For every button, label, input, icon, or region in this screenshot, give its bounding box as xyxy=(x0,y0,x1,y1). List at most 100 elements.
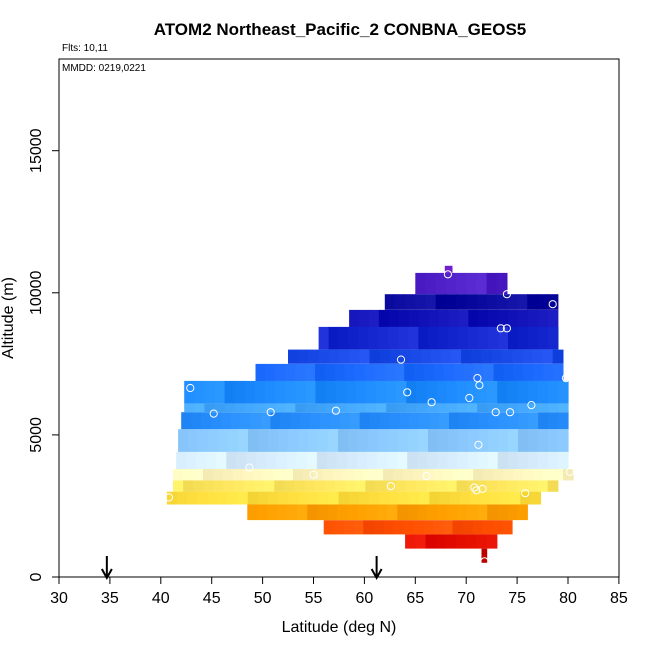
heatmap-cell xyxy=(389,412,400,430)
heatmap-cell xyxy=(537,480,549,492)
heatmap-cell xyxy=(345,380,357,404)
heatmap-cell xyxy=(227,491,239,505)
heatmap-cell xyxy=(437,504,448,521)
heatmap-cell xyxy=(349,349,360,364)
heatmap-cell xyxy=(308,429,319,452)
heatmap-cell xyxy=(443,469,454,481)
heatmap-cell xyxy=(405,534,416,549)
heatmap-cell xyxy=(497,452,509,470)
heatmap-cell xyxy=(473,363,485,381)
heatmap-cell xyxy=(425,534,437,549)
heatmap-cell xyxy=(396,380,407,404)
heatmap-cell xyxy=(435,534,447,549)
heatmap-cell xyxy=(517,504,528,521)
heatmap-cell xyxy=(176,452,187,470)
heatmap-cell xyxy=(436,380,448,404)
heatmap-cell xyxy=(438,309,450,327)
x-tick-label: 75 xyxy=(508,590,526,607)
heatmap-cell xyxy=(275,380,286,404)
heatmap-cell xyxy=(338,491,350,505)
heatmap-cell xyxy=(415,534,427,549)
heatmap-cell xyxy=(403,469,414,481)
heatmap-cell xyxy=(481,548,488,563)
y-tick-label: 15000 xyxy=(28,128,45,173)
heatmap-cell xyxy=(274,480,285,492)
heatmap-cell xyxy=(335,480,346,492)
heatmap-cell xyxy=(527,403,539,413)
heatmap-cell xyxy=(203,480,215,492)
heatmap-cell xyxy=(369,309,380,327)
heatmap-cell xyxy=(424,363,435,381)
heatmap-cell xyxy=(355,403,367,413)
observation-point xyxy=(480,557,489,566)
heatmap-cell xyxy=(388,429,399,452)
heatmap-cell xyxy=(527,326,539,350)
heatmap-cell xyxy=(359,349,371,364)
heatmap-cell xyxy=(327,504,338,521)
heatmap-cell xyxy=(467,504,478,521)
heatmap-cell xyxy=(439,412,450,430)
x-tick-label: 65 xyxy=(406,590,424,607)
heatmap-cell xyxy=(379,412,390,430)
heatmap-cell xyxy=(468,309,479,327)
heatmap-cell xyxy=(194,403,205,413)
heatmap-cell xyxy=(457,452,469,470)
heatmap-cell xyxy=(345,403,357,413)
heatmap-cell xyxy=(247,491,259,505)
heatmap-cell xyxy=(298,429,309,452)
heatmap-cell xyxy=(543,469,554,481)
heatmap-cell xyxy=(358,491,370,505)
heatmap-cell xyxy=(288,429,299,452)
heatmap-cell xyxy=(378,309,390,327)
heatmap-cell xyxy=(243,469,254,481)
heatmap-cell xyxy=(461,349,472,364)
heatmap-cell xyxy=(243,480,255,492)
heatmap-cell xyxy=(244,403,256,413)
heatmap-cell xyxy=(496,272,508,295)
heatmap-cell xyxy=(500,491,511,505)
heatmap-cell xyxy=(248,429,259,452)
heatmap-cell xyxy=(315,380,327,404)
heatmap-cell xyxy=(429,412,440,430)
observation-point xyxy=(309,470,318,479)
heatmap-cell xyxy=(378,429,389,452)
heatmap-cell xyxy=(508,429,519,452)
heatmap-cell xyxy=(418,326,429,350)
heatmap-cell xyxy=(409,412,420,430)
heatmap-cell xyxy=(268,429,279,452)
heatmap-cell xyxy=(338,429,349,452)
observation-point xyxy=(443,270,452,279)
observation-point xyxy=(470,483,479,492)
heatmap-cell xyxy=(283,469,294,481)
heatmap-bands xyxy=(166,265,574,563)
heatmap-cell xyxy=(201,412,212,430)
heatmap-cell xyxy=(323,520,335,535)
heatmap-cell xyxy=(325,403,337,413)
heatmap-cell xyxy=(527,294,539,310)
heatmap-cell xyxy=(358,429,369,452)
heatmap-cell xyxy=(552,349,564,364)
heatmap-cell xyxy=(482,520,493,535)
heatmap-cell xyxy=(238,429,249,452)
heatmap-cell xyxy=(446,403,458,413)
heatmap-cell xyxy=(491,349,503,364)
heatmap-cell xyxy=(476,480,488,492)
heatmap-cell xyxy=(318,429,329,452)
heatmap-cell xyxy=(425,272,437,295)
observation-point xyxy=(474,440,483,449)
heatmap-cell xyxy=(415,294,427,310)
heatmap-cell xyxy=(338,349,350,364)
heatmap-cell xyxy=(523,469,534,481)
heatmap-cell xyxy=(316,452,328,470)
heatmap-cell xyxy=(517,326,529,350)
heatmap-cell xyxy=(487,380,498,404)
heatmap-cell xyxy=(479,491,491,505)
heatmap-cell xyxy=(448,429,459,452)
heatmap-cell xyxy=(369,349,381,364)
heatmap-cell xyxy=(357,452,368,470)
heatmap-cell xyxy=(280,412,291,430)
heatmap-cell xyxy=(295,363,306,381)
heatmap-cell xyxy=(388,326,399,350)
heatmap-cell xyxy=(427,504,438,521)
heatmap-cell xyxy=(467,403,478,413)
